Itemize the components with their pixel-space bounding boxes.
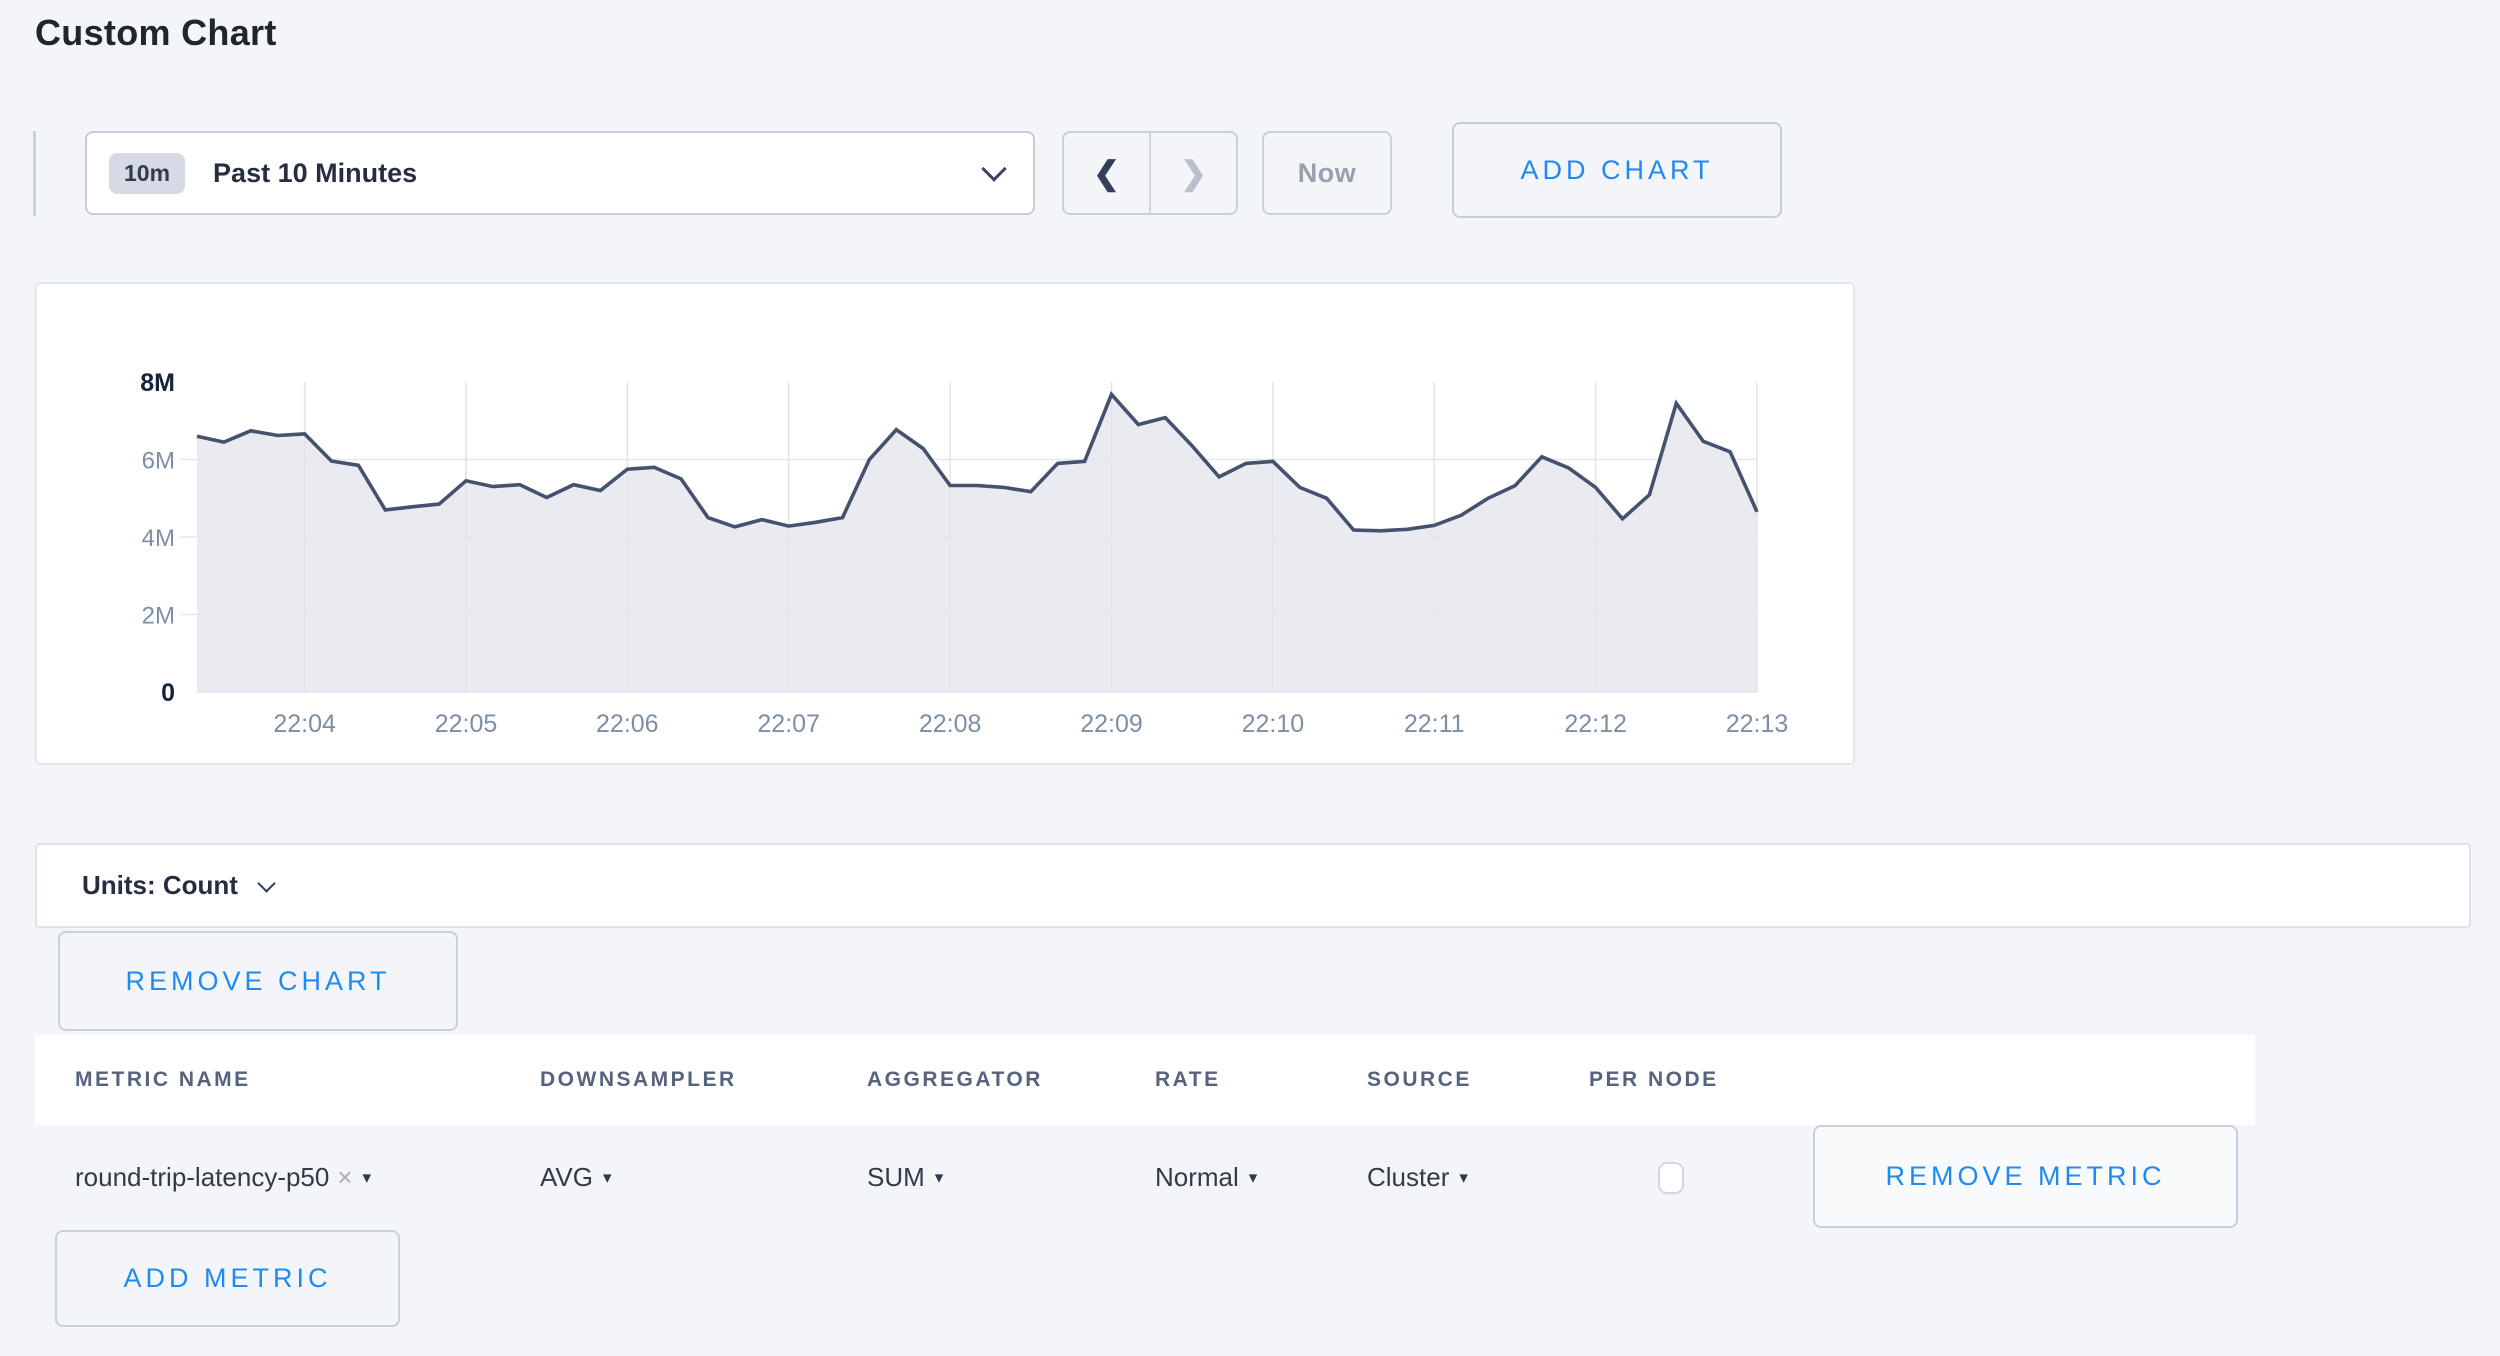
toolbar-accent-divider: [33, 131, 36, 216]
chevron-down-icon: [981, 156, 1007, 182]
header-metric-name: METRIC NAME: [75, 1068, 251, 1091]
page-title: Custom Chart: [35, 12, 277, 53]
triangle-down-icon: ▾: [602, 1167, 612, 1187]
source-dropdown[interactable]: Cluster ▾: [1367, 1162, 1589, 1193]
metric-name-value: round-trip-latency-p50: [75, 1162, 330, 1192]
rate-dropdown[interactable]: Normal ▾: [1155, 1162, 1367, 1193]
units-dropdown[interactable]: Units: Count: [35, 843, 2471, 928]
per-node-checkbox[interactable]: [1658, 1161, 1684, 1194]
svg-text:22:12: 22:12: [1564, 710, 1627, 738]
triangle-down-icon: ▾: [934, 1167, 944, 1187]
header-source: SOURCE: [1367, 1068, 1472, 1091]
triangle-down-icon: ▾: [1459, 1167, 1468, 1187]
remove-chart-button[interactable]: REMOVE CHART: [58, 931, 458, 1031]
add-chart-button[interactable]: ADD CHART: [1452, 122, 1782, 218]
metric-row: round-trip-latency-p50 × ▾ AVG ▾ SUM ▾ N…: [35, 1125, 2255, 1230]
svg-text:22:06: 22:06: [596, 710, 659, 738]
downsampler-value: AVG: [540, 1162, 593, 1192]
metrics-table-header: METRIC NAME DOWNSAMPLER AGGREGATOR RATE …: [35, 1035, 2255, 1125]
downsampler-dropdown[interactable]: AVG ▾: [540, 1162, 867, 1193]
svg-text:22:10: 22:10: [1242, 710, 1305, 738]
svg-text:22:08: 22:08: [919, 710, 982, 738]
metric-name-dropdown[interactable]: round-trip-latency-p50 × ▾: [75, 1162, 540, 1193]
timeseries-area-chart: 22:04 22:05 22:06 22:07 22:08 22:09 22:10 22:11…: [140, 369, 1789, 738]
svg-text:22:04: 22:04: [273, 710, 336, 738]
svg-text:0: 0: [161, 679, 175, 707]
units-dropdown-label: Units: Count: [82, 870, 238, 900]
svg-text:22:07: 22:07: [757, 710, 820, 738]
svg-text:22:11: 22:11: [1404, 710, 1465, 738]
triangle-down-icon: ▾: [1248, 1167, 1258, 1187]
svg-text:4M: 4M: [142, 525, 175, 552]
header-rate: RATE: [1155, 1068, 1221, 1091]
add-metric-button[interactable]: ADD METRIC: [55, 1230, 400, 1327]
rate-value: Normal: [1155, 1162, 1239, 1192]
chart-card: 22:04 22:05 22:06 22:07 22:08 22:09 22:10 22:11…: [35, 282, 1855, 765]
svg-text:6M: 6M: [142, 448, 175, 475]
svg-text:22:13: 22:13: [1726, 710, 1789, 738]
time-nav-group: ❮ ❯: [1062, 131, 1238, 215]
source-value: Cluster: [1367, 1162, 1450, 1192]
chevron-down-icon: [257, 873, 276, 893]
now-button[interactable]: Now: [1262, 131, 1392, 215]
aggregator-dropdown[interactable]: SUM ▾: [867, 1162, 1155, 1193]
remove-metric-button[interactable]: REMOVE METRIC: [1813, 1125, 2238, 1228]
time-range-dropdown[interactable]: 10m Past 10 Minutes: [85, 131, 1035, 215]
time-range-label: Past 10 Minutes: [213, 157, 418, 188]
header-downsampler: DOWNSAMPLER: [540, 1068, 737, 1091]
svg-text:22:05: 22:05: [435, 710, 498, 738]
svg-text:2M: 2M: [142, 603, 175, 630]
svg-text:22:09: 22:09: [1080, 710, 1143, 738]
clear-metric-icon[interactable]: ×: [337, 1162, 353, 1192]
svg-text:8M: 8M: [140, 369, 175, 397]
triangle-down-icon: ▾: [362, 1167, 372, 1187]
aggregator-value: SUM: [867, 1162, 925, 1192]
next-time-button: ❯: [1180, 155, 1207, 191]
time-range-badge: 10m: [109, 152, 186, 194]
header-aggregator: AGGREGATOR: [867, 1068, 1043, 1091]
prev-time-button[interactable]: ❮: [1064, 133, 1151, 213]
header-per-node: PER NODE: [1589, 1068, 1719, 1091]
